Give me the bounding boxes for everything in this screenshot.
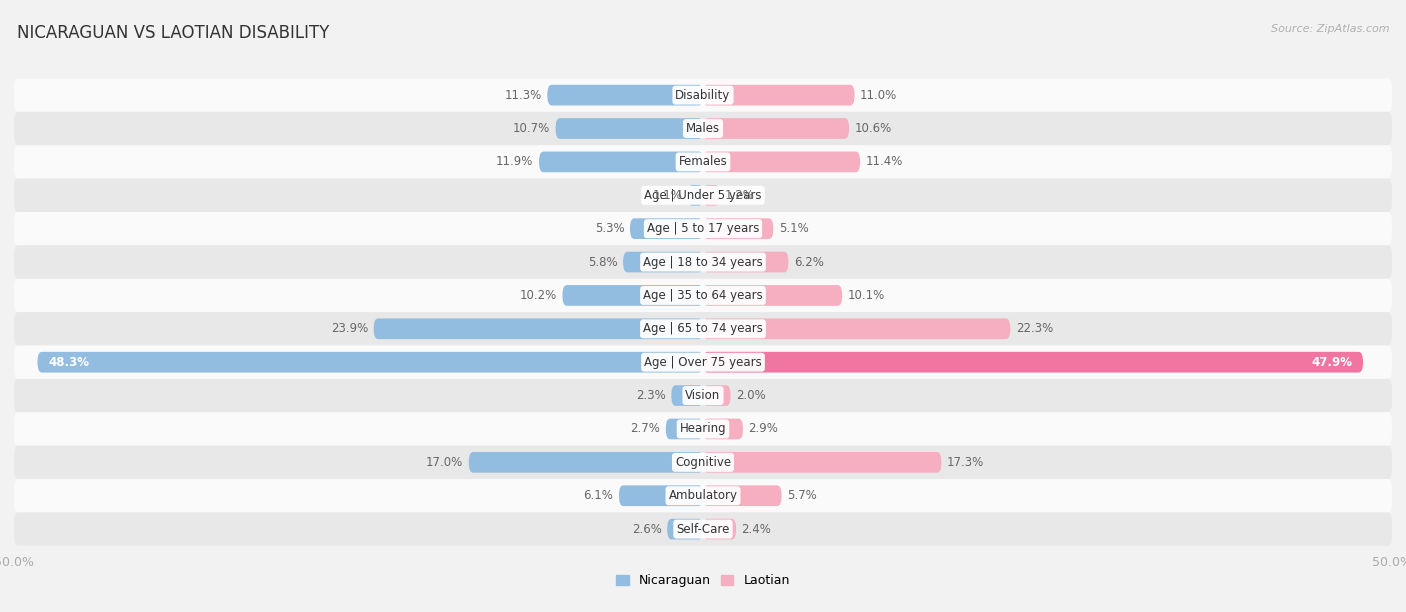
Text: 22.3%: 22.3%	[1015, 323, 1053, 335]
FancyBboxPatch shape	[562, 285, 703, 306]
Text: 1.1%: 1.1%	[652, 188, 682, 202]
Text: 10.6%: 10.6%	[855, 122, 891, 135]
FancyBboxPatch shape	[703, 485, 782, 506]
FancyBboxPatch shape	[14, 346, 1392, 379]
FancyBboxPatch shape	[703, 352, 1362, 373]
FancyBboxPatch shape	[623, 252, 703, 272]
Text: Females: Females	[679, 155, 727, 168]
FancyBboxPatch shape	[14, 412, 1392, 446]
FancyBboxPatch shape	[703, 419, 742, 439]
FancyBboxPatch shape	[703, 118, 849, 139]
FancyBboxPatch shape	[703, 185, 720, 206]
FancyBboxPatch shape	[468, 452, 703, 472]
Text: 23.9%: 23.9%	[330, 323, 368, 335]
FancyBboxPatch shape	[374, 318, 703, 339]
Text: Age | 35 to 64 years: Age | 35 to 64 years	[643, 289, 763, 302]
FancyBboxPatch shape	[703, 252, 789, 272]
Text: 48.3%: 48.3%	[48, 356, 90, 368]
Text: Age | 65 to 74 years: Age | 65 to 74 years	[643, 323, 763, 335]
FancyBboxPatch shape	[703, 152, 860, 172]
FancyBboxPatch shape	[688, 185, 703, 206]
FancyBboxPatch shape	[14, 245, 1392, 278]
FancyBboxPatch shape	[14, 278, 1392, 312]
FancyBboxPatch shape	[666, 419, 703, 439]
FancyBboxPatch shape	[547, 85, 703, 105]
Text: 2.4%: 2.4%	[741, 523, 772, 536]
Text: 2.3%: 2.3%	[636, 389, 666, 402]
Text: 5.8%: 5.8%	[588, 256, 617, 269]
Text: Age | Over 75 years: Age | Over 75 years	[644, 356, 762, 368]
FancyBboxPatch shape	[630, 218, 703, 239]
FancyBboxPatch shape	[703, 385, 731, 406]
Text: 2.9%: 2.9%	[748, 422, 779, 436]
Text: 17.0%: 17.0%	[426, 456, 463, 469]
Text: Cognitive: Cognitive	[675, 456, 731, 469]
Text: NICARAGUAN VS LAOTIAN DISABILITY: NICARAGUAN VS LAOTIAN DISABILITY	[17, 24, 329, 42]
Text: 5.1%: 5.1%	[779, 222, 808, 235]
Text: Source: ZipAtlas.com: Source: ZipAtlas.com	[1271, 24, 1389, 34]
Text: Hearing: Hearing	[679, 422, 727, 436]
Text: 10.1%: 10.1%	[848, 289, 884, 302]
Text: Age | 5 to 17 years: Age | 5 to 17 years	[647, 222, 759, 235]
Text: 11.0%: 11.0%	[860, 89, 897, 102]
Text: 11.3%: 11.3%	[505, 89, 541, 102]
FancyBboxPatch shape	[38, 352, 703, 373]
FancyBboxPatch shape	[14, 78, 1392, 112]
FancyBboxPatch shape	[703, 85, 855, 105]
FancyBboxPatch shape	[14, 479, 1392, 512]
Text: Age | 18 to 34 years: Age | 18 to 34 years	[643, 256, 763, 269]
FancyBboxPatch shape	[703, 452, 942, 472]
Text: Disability: Disability	[675, 89, 731, 102]
Text: Age | Under 5 years: Age | Under 5 years	[644, 188, 762, 202]
Text: Vision: Vision	[685, 389, 721, 402]
Text: 1.2%: 1.2%	[725, 188, 755, 202]
Text: 2.7%: 2.7%	[630, 422, 661, 436]
FancyBboxPatch shape	[14, 145, 1392, 179]
FancyBboxPatch shape	[671, 385, 703, 406]
Text: 10.2%: 10.2%	[520, 289, 557, 302]
Text: Self-Care: Self-Care	[676, 523, 730, 536]
Text: 2.6%: 2.6%	[631, 523, 662, 536]
FancyBboxPatch shape	[619, 485, 703, 506]
FancyBboxPatch shape	[703, 318, 1011, 339]
FancyBboxPatch shape	[538, 152, 703, 172]
FancyBboxPatch shape	[703, 519, 737, 539]
Text: 47.9%: 47.9%	[1310, 356, 1353, 368]
Text: 17.3%: 17.3%	[946, 456, 984, 469]
FancyBboxPatch shape	[703, 285, 842, 306]
FancyBboxPatch shape	[14, 512, 1392, 546]
Legend: Nicaraguan, Laotian: Nicaraguan, Laotian	[612, 569, 794, 592]
Text: 5.7%: 5.7%	[787, 489, 817, 502]
Text: 11.4%: 11.4%	[866, 155, 903, 168]
Text: 6.1%: 6.1%	[583, 489, 613, 502]
FancyBboxPatch shape	[14, 379, 1392, 412]
FancyBboxPatch shape	[14, 112, 1392, 145]
FancyBboxPatch shape	[14, 212, 1392, 245]
Text: 6.2%: 6.2%	[794, 256, 824, 269]
FancyBboxPatch shape	[703, 218, 773, 239]
FancyBboxPatch shape	[14, 446, 1392, 479]
Text: Males: Males	[686, 122, 720, 135]
Text: 10.7%: 10.7%	[513, 122, 550, 135]
Text: 11.9%: 11.9%	[496, 155, 533, 168]
FancyBboxPatch shape	[14, 179, 1392, 212]
Text: 2.0%: 2.0%	[737, 389, 766, 402]
Text: 5.3%: 5.3%	[595, 222, 624, 235]
FancyBboxPatch shape	[555, 118, 703, 139]
Text: Ambulatory: Ambulatory	[668, 489, 738, 502]
FancyBboxPatch shape	[14, 312, 1392, 346]
FancyBboxPatch shape	[668, 519, 703, 539]
